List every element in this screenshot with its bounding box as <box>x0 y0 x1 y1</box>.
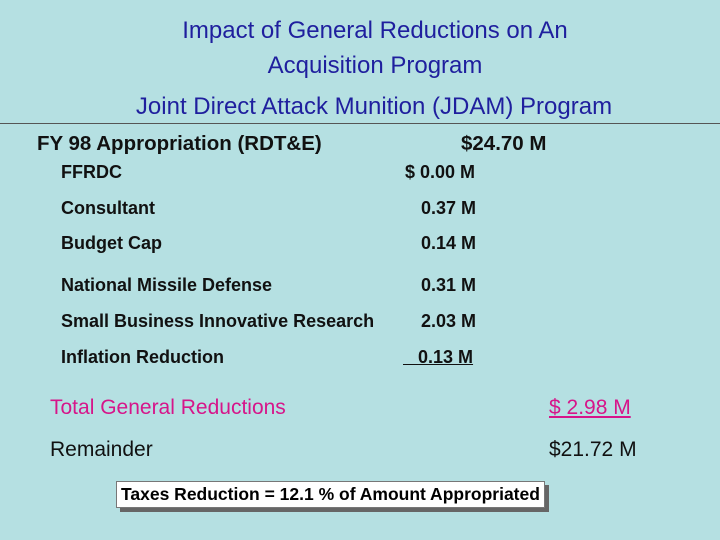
reduction-amount-sbir: 2.03 M <box>421 311 477 331</box>
total-reductions-label: Total General Reductions <box>50 396 286 419</box>
reduction-amount-budget-cap: 0.14 M <box>421 233 477 253</box>
remainder-label: Remainder <box>50 438 153 461</box>
reduction-amount-consultant: 0.37 M <box>421 198 477 218</box>
reduction-label-national-missile-defense: National Missile Defense <box>61 275 273 295</box>
title-divider <box>0 123 720 124</box>
reduction-amount-ffrdc: $ 0.00 M <box>405 162 476 182</box>
reduction-amount-inflation: 0.13 M <box>418 347 474 367</box>
reduction-amount-national-missile-defense: 0.31 M <box>421 275 477 295</box>
reduction-label-budget-cap: Budget Cap <box>61 233 162 253</box>
reduction-label-sbir: Small Business Innovative Research <box>61 311 375 331</box>
remainder-amount: $21.72 M <box>549 438 637 461</box>
slide-title-line-1: Impact of General Reductions on An <box>182 17 568 44</box>
reduction-label-inflation: Inflation Reduction <box>61 347 224 367</box>
tax-reduction-note: Taxes Reduction = 12.1 % of Amount Appro… <box>116 481 545 508</box>
appropriation-amount: $24.70 M <box>461 132 547 155</box>
slide-subtitle: Joint Direct Attack Munition (JDAM) Prog… <box>135 93 613 120</box>
total-reductions-amount: $ 2.98 M <box>549 396 631 419</box>
reduction-label-ffrdc: FFRDC <box>61 162 122 182</box>
appropriation-label: FY 98 Appropriation (RDT&E) <box>37 132 322 155</box>
reduction-label-consultant: Consultant <box>61 198 155 218</box>
slide-title-line-2: Acquisition Program <box>267 52 483 79</box>
